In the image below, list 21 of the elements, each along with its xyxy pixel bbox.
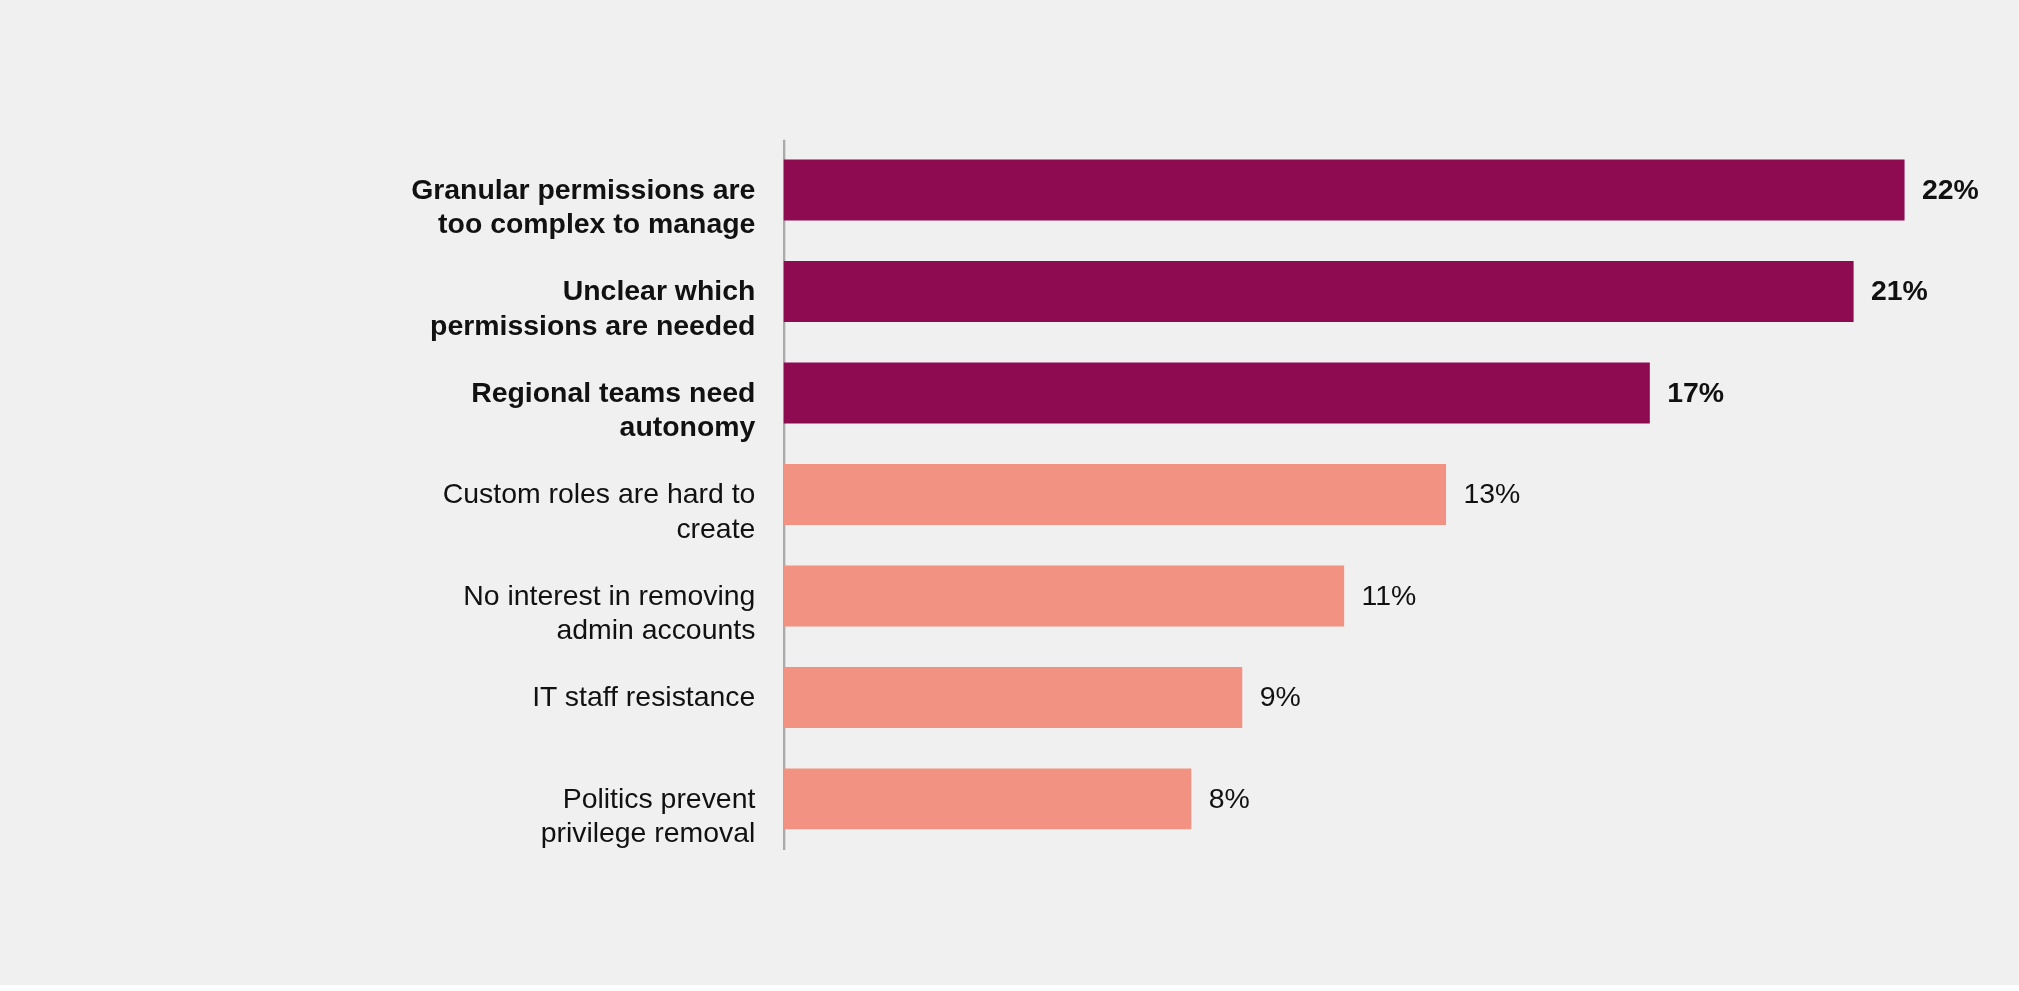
y-tick-label: IT staff resistance — [532, 680, 756, 713]
bar — [783, 768, 1192, 830]
bar — [783, 261, 1854, 322]
data-label: 21% — [1870, 274, 1928, 307]
data-label: 17% — [1667, 375, 1725, 408]
data-label: 11% — [1361, 578, 1417, 611]
y-tick-label: No interest in removing admin accounts — [463, 578, 756, 646]
y-tick-label: Politics prevent privilege removal — [540, 781, 756, 849]
data-label: 9% — [1259, 680, 1301, 713]
y-tick-label: Custom roles are hard to create — [442, 477, 756, 544]
data-label: 13% — [1463, 477, 1521, 510]
y-tick-label: Granular permissions are too complex to manage — [411, 172, 756, 240]
data-label: 8% — [1208, 781, 1250, 814]
data-label: 22% — [1921, 172, 1979, 205]
y-tick-label: Regional teams need autonomy — [471, 375, 756, 443]
bar — [783, 159, 1905, 221]
bar — [783, 565, 1345, 627]
bar — [783, 362, 1650, 424]
y-tick-label: Unclear which permissions are needed — [430, 274, 756, 341]
bar — [783, 464, 1447, 525]
bar — [783, 666, 1243, 728]
